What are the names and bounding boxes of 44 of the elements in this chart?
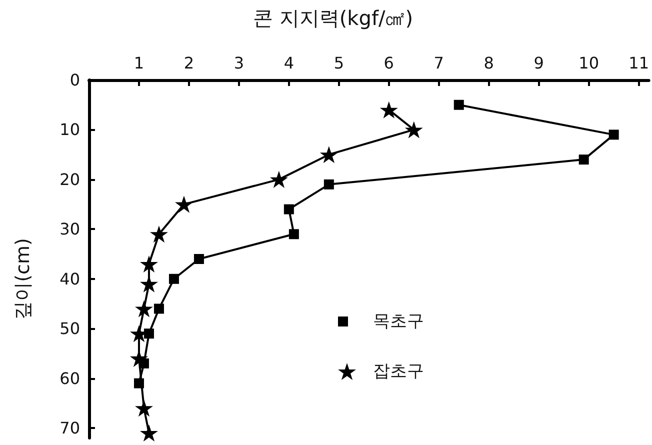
point <box>140 255 158 272</box>
x-tick-label: 7 <box>434 54 444 72</box>
point <box>194 254 204 264</box>
y-tick-label: 20 <box>60 170 80 189</box>
y-tick-label: 40 <box>60 269 80 288</box>
point <box>134 300 153 318</box>
y-tick-label: 10 <box>60 120 80 140</box>
x-tick-label: 3 <box>234 54 244 72</box>
point <box>320 146 338 164</box>
x-tick-label: 2 <box>184 54 194 72</box>
legend-label: 목초구 <box>373 312 424 332</box>
legend-label: 잡초구 <box>373 361 424 382</box>
point <box>454 100 464 110</box>
x-tick-label: 11 <box>628 54 649 72</box>
point <box>288 229 299 240</box>
y-tick-label: 70 <box>60 418 80 438</box>
x-tick-label: 4 <box>284 54 294 72</box>
point <box>284 204 294 214</box>
point <box>150 226 168 243</box>
x-tick-label: 6 <box>384 54 394 72</box>
point <box>270 170 288 188</box>
x-tick-label: 5 <box>334 54 344 72</box>
point <box>174 196 193 213</box>
x-tick-label: 1 <box>134 54 144 72</box>
point <box>608 130 619 140</box>
y-tick-label: 0 <box>70 70 80 90</box>
point <box>324 179 334 190</box>
y-tick-label: 60 <box>60 368 80 388</box>
y-tick-label: 50 <box>60 319 80 338</box>
point <box>404 121 423 138</box>
y-tick-label: 30 <box>60 220 80 239</box>
point <box>140 424 158 442</box>
point <box>168 274 179 284</box>
point <box>578 154 589 165</box>
point <box>380 101 398 118</box>
y-axis-title: 깊이(cm) <box>12 238 34 320</box>
x-tick-label: 8 <box>484 54 494 72</box>
point <box>134 378 144 388</box>
point <box>134 400 153 417</box>
point <box>144 328 154 339</box>
chart-title: 콘 지지력(kgf/㎠) <box>253 6 414 30</box>
point <box>154 304 164 314</box>
x-tick-label: 10 <box>578 54 600 72</box>
x-tick-label: 9 <box>534 54 544 72</box>
